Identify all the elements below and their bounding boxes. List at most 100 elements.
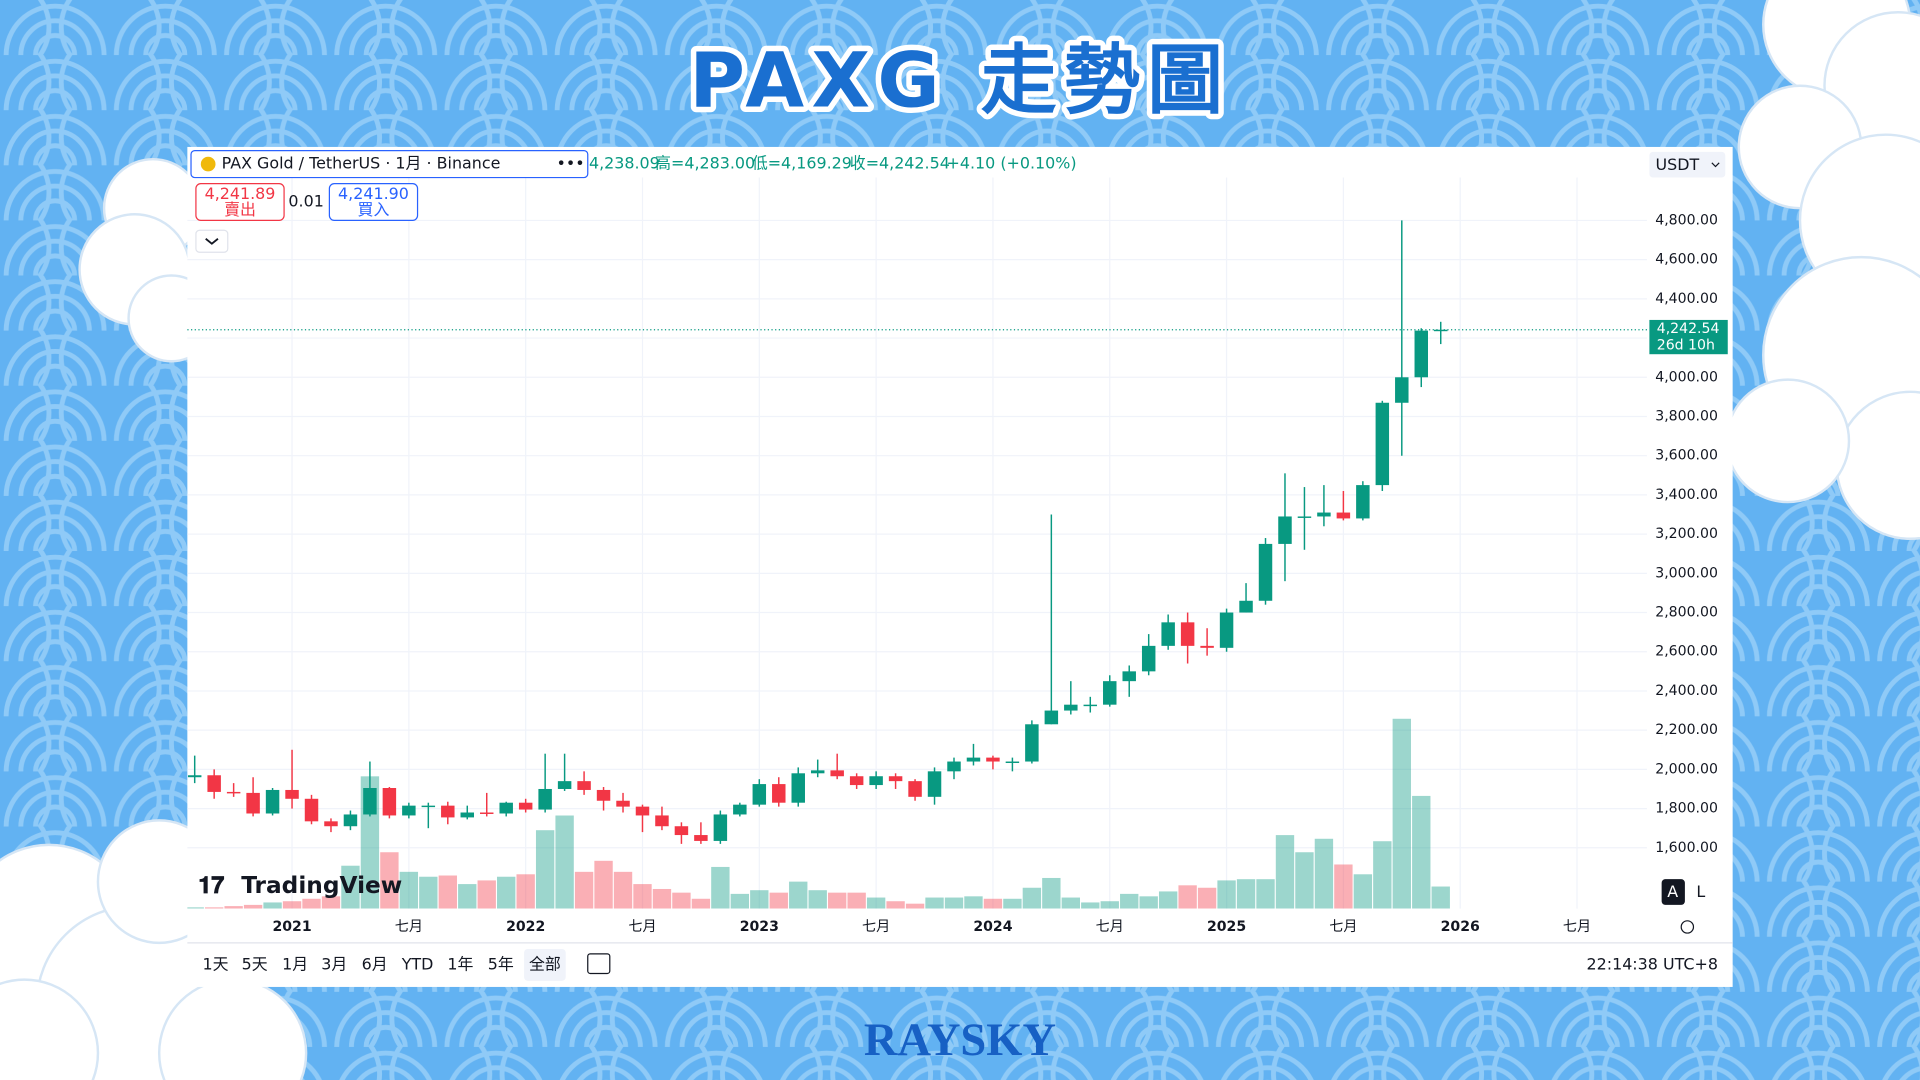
candle-body xyxy=(226,791,241,794)
candle-body xyxy=(1395,377,1409,403)
candle-body xyxy=(849,776,864,786)
candle-body xyxy=(1278,516,1292,544)
volume-bar xyxy=(613,871,633,909)
volume-bar xyxy=(1197,887,1217,909)
volume-bar xyxy=(458,884,477,909)
currency: USDT xyxy=(1656,155,1700,174)
axes: 1,600.00 1,800.00 2,000.00 2,200.00 2,400.00… xyxy=(187,212,1728,935)
range-button[interactable]: 1天 xyxy=(202,954,228,973)
clock: 22:14:38 UTC+8 xyxy=(1586,954,1717,973)
volume-bar xyxy=(1178,885,1197,909)
volume-bar xyxy=(925,897,944,909)
volume-bar xyxy=(1217,880,1236,909)
x-tick-label: 2022 xyxy=(506,919,545,935)
volume-bar xyxy=(1334,864,1353,909)
candle-body xyxy=(810,770,825,774)
volume-bar xyxy=(1275,835,1295,909)
x-tick-label: 2024 xyxy=(973,919,1012,935)
y-tick-label: 1,800.00 xyxy=(1655,801,1718,817)
y-tick-label: 2,000.00 xyxy=(1655,761,1718,777)
more-button[interactable]: ••• xyxy=(557,154,585,173)
range-button[interactable]: 1月 xyxy=(282,954,308,973)
range-button[interactable]: 6月 xyxy=(362,954,388,973)
candle-body xyxy=(538,788,552,810)
volume-bar xyxy=(1100,901,1119,909)
candle-body xyxy=(1336,512,1351,519)
candle-body xyxy=(1180,622,1195,646)
sell-label: 賣出 xyxy=(224,200,256,219)
x-tick-label: 2021 xyxy=(272,919,311,935)
range-button[interactable]: 5年 xyxy=(488,954,514,973)
y-tick-label: 4,000.00 xyxy=(1655,369,1718,385)
range-button[interactable]: 1年 xyxy=(447,954,473,973)
volume-bar xyxy=(983,898,1003,909)
candle-body xyxy=(1239,600,1253,613)
buy-button[interactable] xyxy=(328,183,419,222)
volume-bar xyxy=(243,904,263,909)
volume-bar xyxy=(1295,852,1314,909)
currency-select[interactable] xyxy=(1649,151,1726,178)
volume-bar xyxy=(399,871,419,909)
ohlc-value: +4.10 (+0.10%) xyxy=(947,154,1077,173)
volume-bar xyxy=(204,907,224,909)
volume-bar xyxy=(419,876,438,909)
sell-button[interactable] xyxy=(195,183,285,222)
candle-body xyxy=(635,806,650,816)
volume-bar xyxy=(730,893,750,909)
sell-price: 4,241.89 xyxy=(205,184,276,203)
y-tick-label: 2,400.00 xyxy=(1655,683,1718,699)
candle-body xyxy=(382,788,397,816)
grid xyxy=(187,177,1647,909)
range-button[interactable]: 5天 xyxy=(242,954,268,973)
volume-bar xyxy=(380,852,399,909)
volume-bar xyxy=(866,897,886,909)
ohlc-value: 4,238.09 xyxy=(589,154,660,173)
candle-body xyxy=(733,804,747,815)
volume-bar xyxy=(1061,897,1080,909)
range-button[interactable]: 全部 xyxy=(529,954,561,973)
collapse-button[interactable] xyxy=(195,229,229,253)
y-tick-label: 1,600.00 xyxy=(1655,840,1718,856)
candle-body xyxy=(1375,402,1390,486)
volume-bar xyxy=(672,892,691,909)
volume-bar xyxy=(341,865,360,909)
candle-body xyxy=(1025,724,1039,762)
volume-bar xyxy=(1373,841,1392,909)
page-title: PAXG 走勢圖 xyxy=(689,37,1230,125)
y-tick-label: 2,600.00 xyxy=(1655,644,1718,660)
y-tick-label: 2,800.00 xyxy=(1655,605,1718,621)
symbol-box[interactable] xyxy=(190,150,589,179)
y-tick-label: 3,400.00 xyxy=(1655,487,1718,503)
candle-body xyxy=(421,805,436,808)
range-button[interactable]: YTD xyxy=(401,954,434,973)
date-range-icon[interactable] xyxy=(587,953,611,975)
candle-body xyxy=(285,789,299,799)
y-tick-label: 3,800.00 xyxy=(1655,408,1718,424)
y-tick-label: 2,200.00 xyxy=(1655,722,1718,738)
candle-body xyxy=(1064,704,1078,711)
candle-body xyxy=(1434,329,1448,332)
tv-logo: TradingView xyxy=(241,872,402,899)
brand: RAYSKY xyxy=(864,1015,1056,1066)
range-button[interactable]: 3月 xyxy=(321,954,347,973)
ohlc-value: 低=4,169.29 xyxy=(752,154,852,173)
y-tick-label: 4,800.00 xyxy=(1655,212,1718,228)
y-tick-label: 4,600.00 xyxy=(1655,252,1718,268)
volume-bar xyxy=(1392,718,1411,909)
candle-body xyxy=(947,761,961,772)
volume-bar xyxy=(302,898,321,909)
volume-bar xyxy=(187,907,204,909)
candle-body xyxy=(304,798,319,822)
candle-body xyxy=(1258,543,1273,601)
candle-body xyxy=(772,784,786,803)
candle-body xyxy=(480,812,494,814)
volume-bar xyxy=(516,874,535,909)
x-tick-label: 七月 xyxy=(1563,919,1591,935)
volume-bar xyxy=(477,880,496,909)
volume-bar xyxy=(886,901,905,909)
log-scale[interactable]: L xyxy=(1696,882,1705,901)
settings-icon[interactable] xyxy=(1680,920,1695,934)
volume-bar xyxy=(652,888,672,909)
auto-scale-button[interactable] xyxy=(1661,879,1685,905)
